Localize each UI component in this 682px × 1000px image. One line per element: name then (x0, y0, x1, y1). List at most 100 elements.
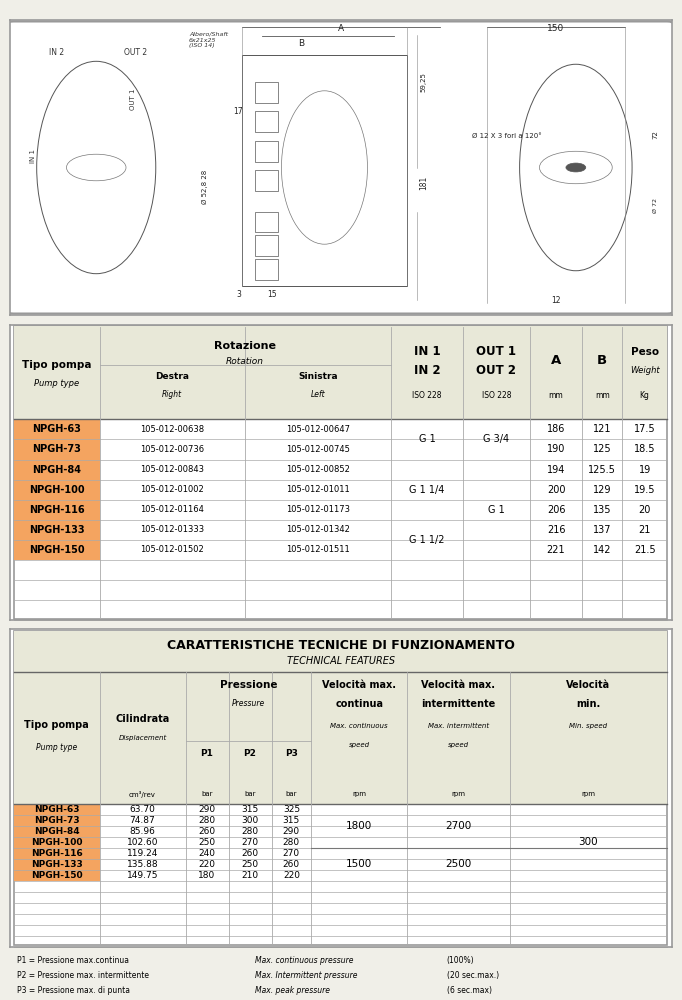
Text: NPGH-63: NPGH-63 (32, 424, 81, 434)
Text: cm³/rev: cm³/rev (129, 791, 156, 798)
Text: G 1 1/4: G 1 1/4 (409, 485, 445, 495)
Text: 135.88: 135.88 (127, 860, 158, 869)
Text: Max. Intermittent pressure: Max. Intermittent pressure (255, 971, 357, 980)
Bar (255, 235, 278, 256)
Text: 1500: 1500 (346, 859, 372, 869)
Text: Albero/Shaft
6x21x25
(ISO 14): Albero/Shaft 6x21x25 (ISO 14) (189, 32, 228, 48)
Text: 19: 19 (638, 465, 651, 475)
Text: ISO 228: ISO 228 (481, 391, 512, 400)
Text: min.: min. (576, 699, 601, 709)
Text: 325: 325 (283, 805, 300, 814)
Text: Cilindrata: Cilindrata (115, 714, 170, 724)
Text: Left: Left (310, 390, 325, 399)
Bar (14, 826, 100, 837)
Text: NPGH-84: NPGH-84 (32, 465, 81, 475)
Text: G 1: G 1 (488, 505, 505, 515)
Text: 15: 15 (267, 290, 276, 299)
Text: 300: 300 (578, 837, 598, 847)
Text: 105-012-01011: 105-012-01011 (286, 485, 350, 494)
Text: 125.5: 125.5 (589, 465, 617, 475)
Text: 105-012-01502: 105-012-01502 (140, 545, 204, 554)
Text: Ø 12 X 3 fori a 120°: Ø 12 X 3 fori a 120° (471, 133, 542, 139)
Bar (14, 859, 100, 870)
Text: Max. continuous pressure: Max. continuous pressure (255, 956, 353, 965)
Text: 250: 250 (241, 860, 258, 869)
Text: 105-012-00852: 105-012-00852 (286, 465, 350, 474)
Text: 180: 180 (198, 871, 216, 880)
Text: Rotation: Rotation (226, 357, 264, 366)
Text: Tipo pompa: Tipo pompa (24, 720, 89, 730)
Text: 194: 194 (547, 465, 565, 475)
Bar (14, 460, 100, 480)
Text: Weight: Weight (630, 366, 659, 375)
Text: 221: 221 (547, 545, 565, 555)
Text: Pressure: Pressure (232, 699, 265, 708)
Text: 19.5: 19.5 (634, 485, 655, 495)
Text: 17.5: 17.5 (634, 424, 655, 434)
Text: NPGH-73: NPGH-73 (32, 444, 81, 454)
Bar (14, 804, 100, 815)
Text: P2 = Pressione max. intermittente: P2 = Pressione max. intermittente (17, 971, 149, 980)
Text: Max. intermittent: Max. intermittent (428, 723, 489, 729)
Text: NPGH-150: NPGH-150 (29, 545, 85, 555)
Text: NPGH-100: NPGH-100 (29, 485, 85, 495)
Text: 315: 315 (283, 816, 300, 825)
Bar (255, 141, 278, 162)
Text: IN 2: IN 2 (49, 48, 64, 57)
Bar (14, 419, 100, 439)
Text: 260: 260 (241, 849, 258, 858)
Text: 105-012-00736: 105-012-00736 (140, 445, 205, 454)
Text: G 1: G 1 (419, 434, 435, 444)
Text: G 3/4: G 3/4 (484, 434, 509, 444)
Bar (14, 672, 667, 804)
FancyBboxPatch shape (7, 21, 674, 314)
Text: 74.87: 74.87 (130, 816, 155, 825)
Text: Rotazione: Rotazione (214, 341, 276, 351)
Bar (14, 848, 100, 859)
Text: Max. continuous: Max. continuous (330, 723, 388, 729)
Text: 200: 200 (547, 485, 565, 495)
Text: bar: bar (201, 791, 213, 797)
Text: 105-012-00843: 105-012-00843 (140, 465, 205, 474)
Text: 129: 129 (593, 485, 612, 495)
Text: Pump type: Pump type (36, 743, 77, 752)
Text: P2: P2 (243, 749, 256, 758)
Text: A: A (551, 354, 561, 367)
Text: OUT 1: OUT 1 (130, 88, 136, 109)
Text: Pressione: Pressione (220, 680, 277, 690)
Text: Kg: Kg (640, 391, 649, 400)
Text: 270: 270 (283, 849, 300, 858)
Text: 2700: 2700 (445, 821, 471, 831)
Text: NPGH-116: NPGH-116 (29, 505, 85, 515)
Text: 105-012-01164: 105-012-01164 (140, 505, 204, 514)
Text: 315: 315 (241, 805, 258, 814)
Text: 18.5: 18.5 (634, 444, 655, 454)
Text: Tipo pompa: Tipo pompa (22, 360, 91, 370)
Text: 260: 260 (198, 827, 216, 836)
Text: 102.60: 102.60 (127, 838, 158, 847)
Text: IN 1: IN 1 (31, 149, 36, 163)
Text: Pump type: Pump type (34, 379, 79, 388)
Text: 72: 72 (652, 130, 658, 139)
Text: bar: bar (244, 791, 256, 797)
Text: Displacement: Displacement (119, 735, 166, 741)
Text: 300: 300 (241, 816, 258, 825)
Text: NPGH-63: NPGH-63 (34, 805, 79, 814)
Text: IN 2: IN 2 (414, 364, 441, 377)
Text: P1 = Pressione max.continua: P1 = Pressione max.continua (17, 956, 129, 965)
Text: speed: speed (448, 742, 469, 748)
Bar (14, 480, 100, 500)
Text: 280: 280 (241, 827, 258, 836)
Text: 181: 181 (419, 176, 428, 190)
Text: Right: Right (162, 390, 182, 399)
Text: rpm: rpm (451, 791, 465, 797)
Text: 2500: 2500 (445, 859, 471, 869)
Text: 280: 280 (198, 816, 216, 825)
Text: 220: 220 (283, 871, 300, 880)
Text: NPGH-133: NPGH-133 (29, 525, 85, 535)
Text: Max. peak pressure: Max. peak pressure (255, 986, 330, 995)
Text: 105-012-01002: 105-012-01002 (140, 485, 204, 494)
Bar (14, 439, 100, 460)
Bar (14, 631, 667, 672)
Text: 142: 142 (593, 545, 612, 555)
